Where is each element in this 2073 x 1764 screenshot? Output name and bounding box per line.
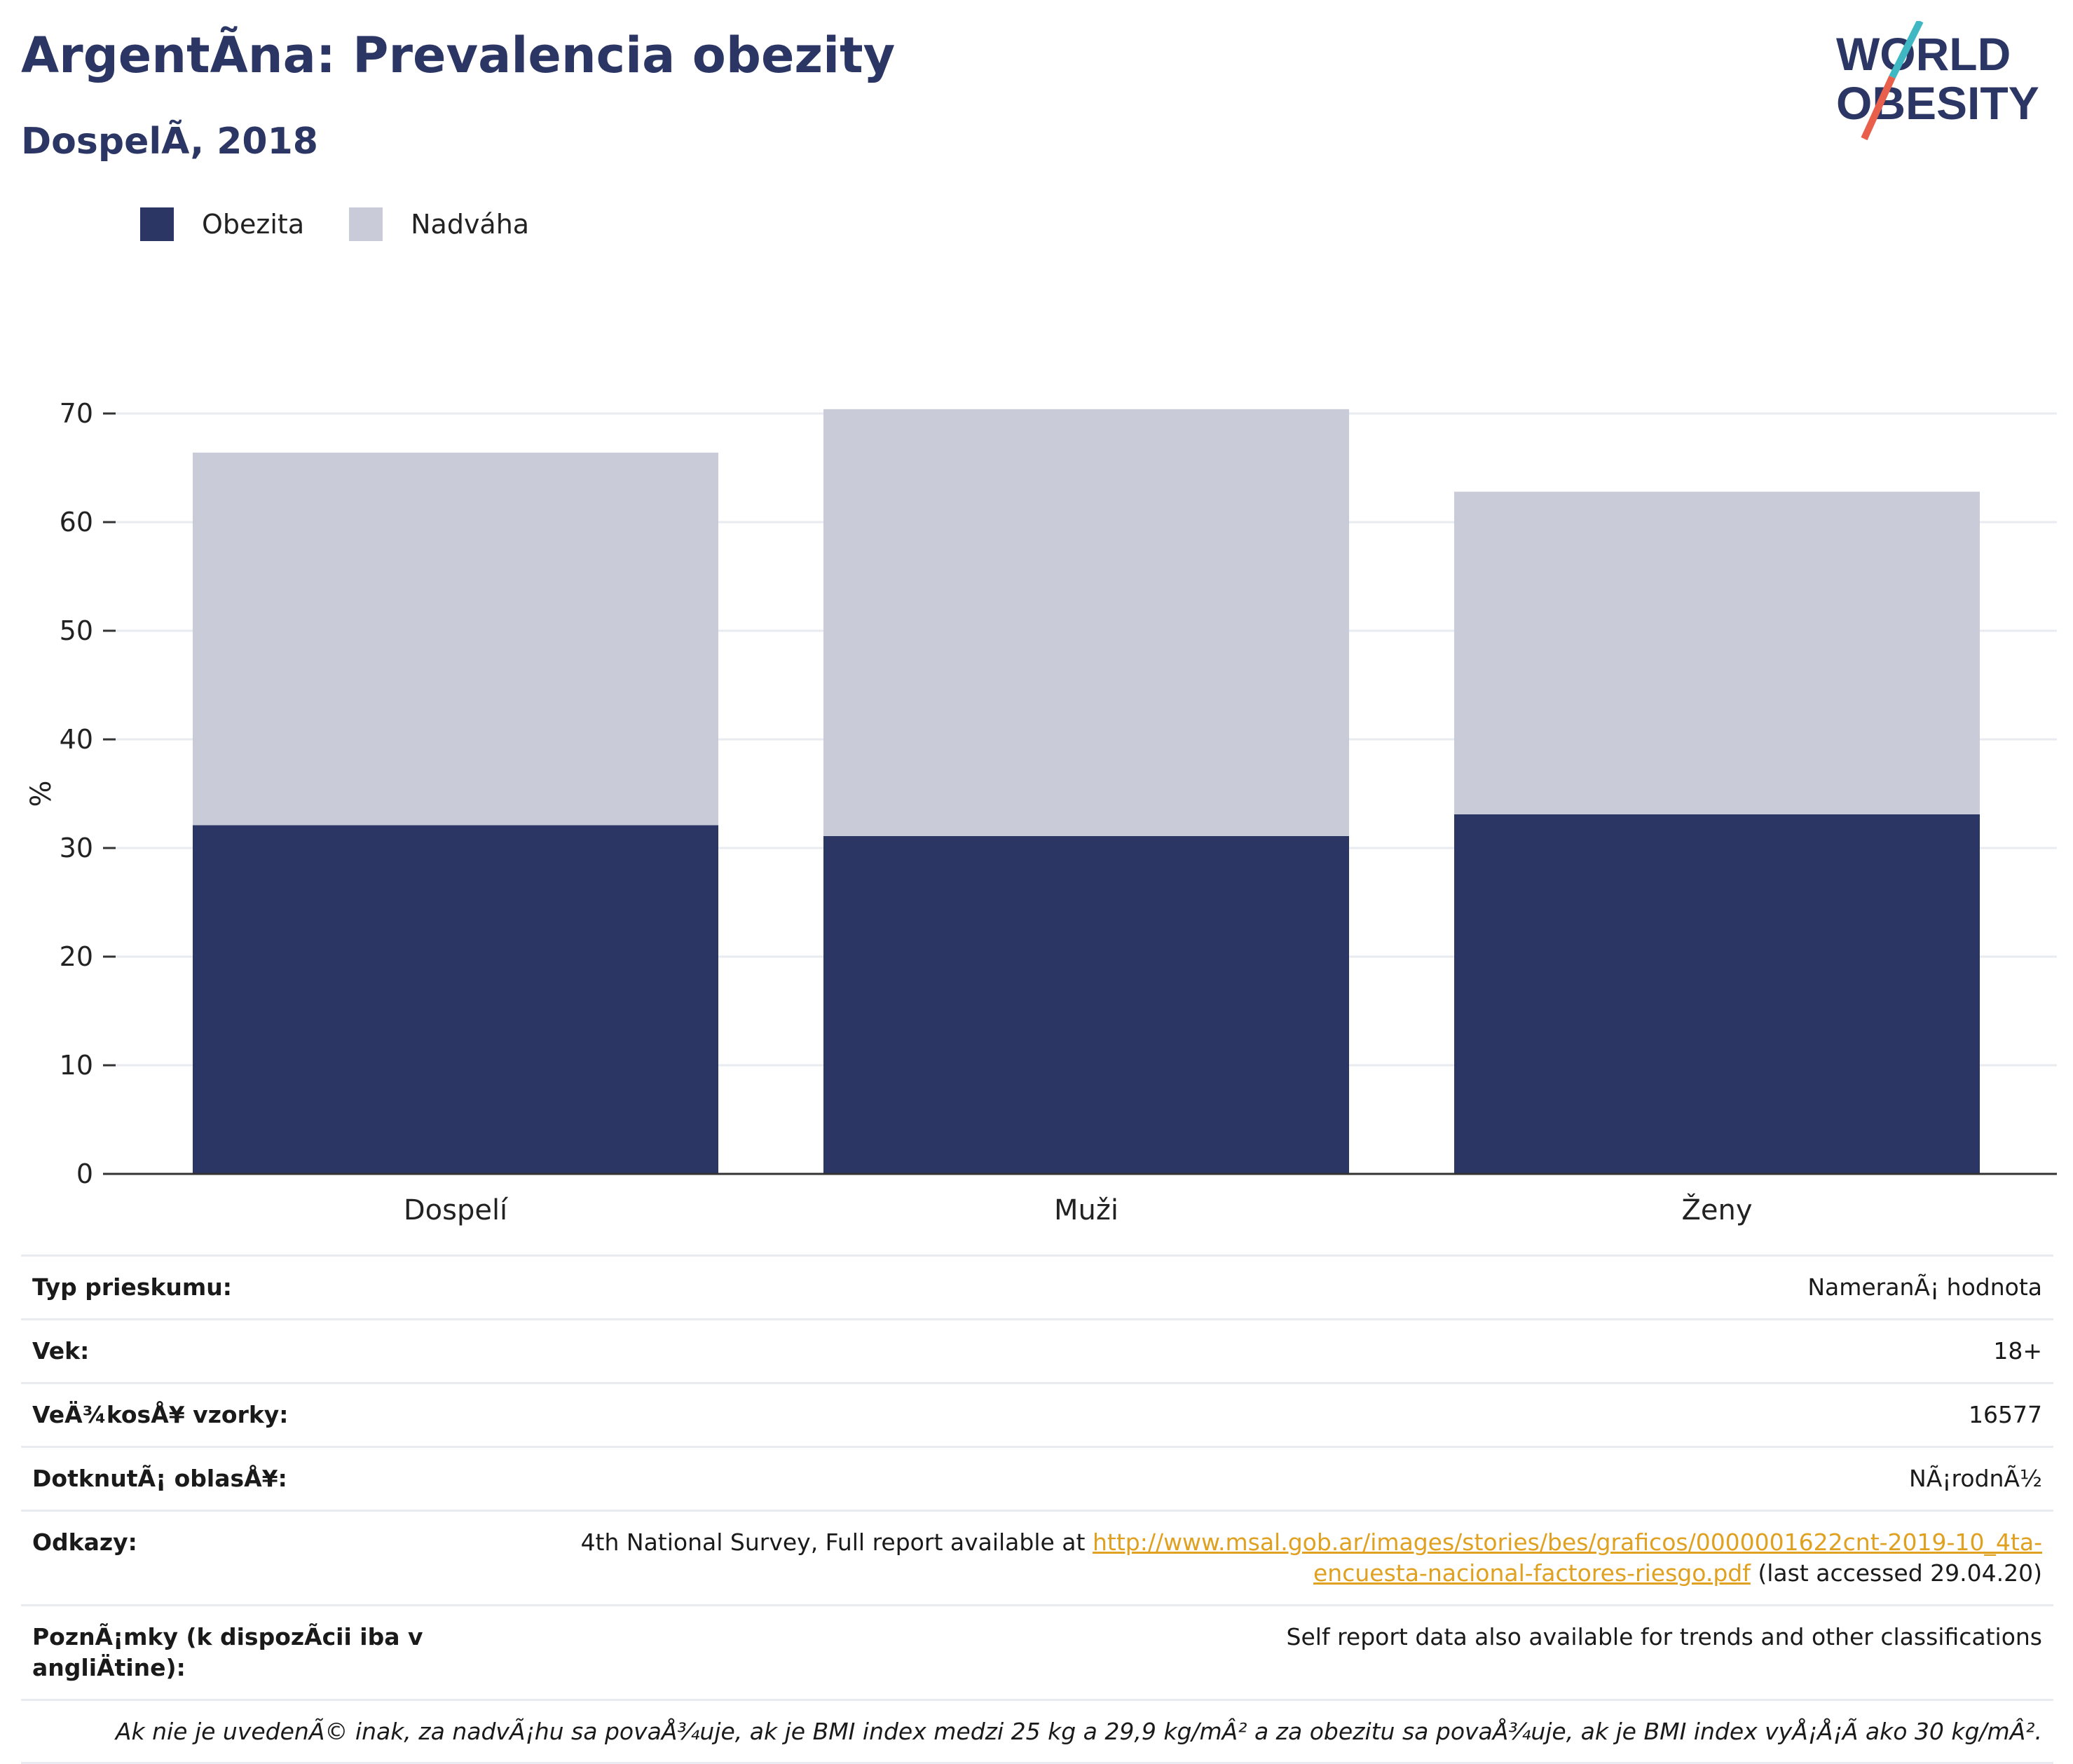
info-key: DotknutÃ¡ oblasÅ¥: xyxy=(32,1465,287,1492)
footnote: Ak nie je uvedenÃ© inak, za nadvÃ¡hu sa … xyxy=(21,1699,2053,1764)
world-obesity-logo: WORLD OBESITY xyxy=(1836,21,2039,141)
stacked-bar-chart: 0 10 20 30 40 50 60 70% Dospelí Muži Ženy xyxy=(25,398,2057,1226)
y-axis-label: % xyxy=(25,780,57,807)
info-value: 16577 xyxy=(1969,1401,2042,1428)
info-row-survey-type: Typ prieskumu: NameranÃ¡ hodnota xyxy=(21,1254,2053,1318)
info-key: Typ prieskumu: xyxy=(32,1273,232,1301)
info-row-age: Vek: 18+ xyxy=(21,1318,2053,1382)
y-tick-label: 20 xyxy=(60,941,93,972)
y-tick-label: 40 xyxy=(60,724,93,755)
info-key: PoznÃ¡mky (k dispozÃcii iba v angliÄtine… xyxy=(32,1623,423,1681)
bar-nadvha-2 xyxy=(1454,491,1980,814)
info-row-notes: PoznÃ¡mky (k dispozÃcii iba v angliÄtine… xyxy=(21,1604,2053,1699)
bar-nadvha-0 xyxy=(193,452,718,826)
logo-text-world: WORLD xyxy=(1836,28,2011,80)
legend-label-nadvaha: Nadváha xyxy=(411,209,530,240)
x-tick-label: Muži xyxy=(1054,1194,1118,1226)
y-tick-label: 30 xyxy=(60,833,93,863)
info-value: 18+ xyxy=(1993,1337,2042,1365)
logo-text-obesity: OBESITY xyxy=(1836,77,2039,129)
chart-legend: Obezita Nadváha xyxy=(140,207,574,241)
x-tick-label: Ženy xyxy=(1681,1193,1752,1226)
info-key: Odkazy: xyxy=(32,1529,137,1556)
references-link[interactable]: http://www.msal.gob.ar/images/stories/be… xyxy=(1092,1529,2042,1587)
info-key: Vek: xyxy=(32,1337,90,1365)
info-row-sample-size: VeÄ¾kosÅ¥ vzorky: 16577 xyxy=(21,1382,2053,1446)
y-tick-label: 50 xyxy=(60,615,93,646)
logo-slash-bottom xyxy=(1861,75,1896,141)
x-tick-label: Dospelí xyxy=(404,1194,509,1226)
info-value: Self report data also available for tren… xyxy=(1286,1623,2042,1650)
y-tick-label: 0 xyxy=(76,1158,93,1189)
bar-obezita-2 xyxy=(1454,814,1980,1174)
references-prefix: 4th National Survey, Full report availab… xyxy=(580,1529,1093,1556)
references-value: 4th National Survey, Full report availab… xyxy=(523,1527,2042,1589)
legend-swatch-nadvaha xyxy=(349,207,383,241)
bar-obezita-0 xyxy=(193,825,718,1174)
bar-obezita-1 xyxy=(823,835,1349,1174)
info-row-references: Odkazy: 4th National Survey, Full report… xyxy=(21,1510,2053,1604)
legend-label-obezita: Obezita xyxy=(202,209,305,240)
bar-nadvha-1 xyxy=(823,409,1349,836)
legend-item-nadvaha[interactable]: Nadváha xyxy=(349,207,529,241)
legend-swatch-obezita xyxy=(140,207,174,241)
y-tick-label: 10 xyxy=(60,1050,93,1081)
references-suffix: (last accessed 29.04.20) xyxy=(1750,1559,2042,1587)
y-tick-label: 60 xyxy=(60,507,93,538)
page-title: ArgentÃna: Prevalencia obezity xyxy=(21,27,896,84)
info-table: Typ prieskumu: NameranÃ¡ hodnota Vek: 18… xyxy=(21,1254,2053,1764)
logo-slash-top xyxy=(1889,21,1924,79)
page-subtitle: DospelÃ, 2018 xyxy=(21,121,318,163)
info-row-area: DotknutÃ¡ oblasÅ¥: NÃ¡rodnÃ½ xyxy=(21,1446,2053,1510)
info-key: VeÄ¾kosÅ¥ vzorky: xyxy=(32,1401,289,1428)
info-value: NÃ¡rodnÃ½ xyxy=(1909,1465,2042,1492)
y-tick-label: 70 xyxy=(60,398,93,429)
legend-item-obezita[interactable]: Obezita xyxy=(140,207,304,241)
info-value: NameranÃ¡ hodnota xyxy=(1807,1273,2042,1301)
